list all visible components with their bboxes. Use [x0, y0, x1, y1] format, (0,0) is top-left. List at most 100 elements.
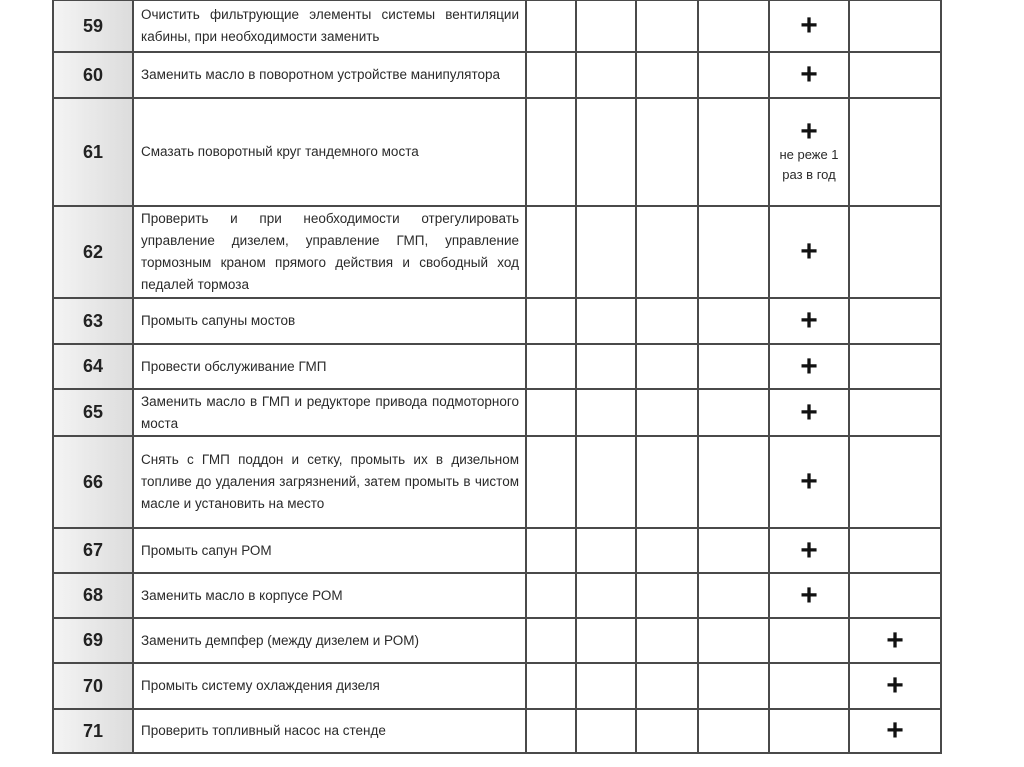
empty-cell	[635, 205, 699, 299]
task-description: Проверить топливный насос на стенде	[132, 708, 527, 754]
task-description: Промыть сапуны мостов	[132, 297, 527, 345]
plus-icon: +	[886, 669, 904, 702]
empty-cell	[525, 617, 577, 664]
plus-icon: +	[800, 465, 818, 498]
empty-cell	[697, 51, 770, 99]
plus-icon: +	[886, 623, 904, 657]
empty-cell	[697, 0, 770, 53]
table-row: 63 Промыть сапуны мостов +	[52, 297, 942, 345]
table-row: 62 Проверить и при необходимости отрегули…	[52, 205, 942, 299]
row-number: 68	[52, 572, 134, 619]
periodicity-cell: +	[848, 617, 942, 664]
task-description: Заменить демпфер (между дизелем и РОМ)	[132, 617, 527, 664]
empty-cell	[848, 388, 942, 437]
empty-cell	[635, 343, 699, 390]
empty-cell	[635, 527, 699, 574]
empty-cell	[635, 97, 699, 207]
periodicity-note: не реже 1 раз в год	[779, 147, 839, 182]
empty-cell	[848, 297, 942, 345]
task-description: Снять с ГМП поддон и сетку, промыть их в…	[132, 435, 527, 529]
empty-cell	[697, 388, 770, 437]
empty-cell	[525, 527, 577, 574]
empty-cell	[697, 97, 770, 207]
periodicity-cell: +	[768, 297, 850, 345]
row-number: 65	[52, 388, 134, 437]
empty-cell	[697, 662, 770, 710]
empty-cell	[697, 572, 770, 619]
empty-cell	[575, 435, 637, 529]
table-row: 70 Промыть систему охлаждения дизеля +	[52, 662, 942, 710]
plus-icon: +	[800, 304, 818, 337]
task-description: Заменить масло в ГМП и редукторе привода…	[132, 388, 527, 437]
empty-cell	[525, 205, 577, 299]
task-description: Промыть систему охлаждения дизеля	[132, 662, 527, 710]
plus-icon: +	[800, 9, 818, 42]
empty-cell	[575, 0, 637, 53]
empty-cell	[768, 662, 850, 710]
empty-cell	[697, 435, 770, 529]
empty-cell	[848, 205, 942, 299]
row-number: 64	[52, 343, 134, 390]
empty-cell	[575, 617, 637, 664]
table-row: 67 Промыть сапун РОМ +	[52, 527, 942, 574]
empty-cell	[525, 435, 577, 529]
empty-cell	[525, 572, 577, 619]
plus-icon: +	[800, 395, 818, 429]
empty-cell	[635, 388, 699, 437]
task-description: Смазать поворотный круг тандемного моста	[132, 97, 527, 207]
row-number: 66	[52, 435, 134, 529]
task-description: Промыть сапун РОМ	[132, 527, 527, 574]
empty-cell	[697, 297, 770, 345]
periodicity-cell: +	[768, 343, 850, 390]
periodicity-cell: +	[768, 388, 850, 437]
row-number: 62	[52, 205, 134, 299]
empty-cell	[525, 0, 577, 53]
empty-cell	[635, 435, 699, 529]
empty-cell	[525, 343, 577, 390]
empty-cell	[697, 617, 770, 664]
periodicity-cell: +	[848, 662, 942, 710]
row-number: 67	[52, 527, 134, 574]
row-number: 60	[52, 51, 134, 99]
plus-icon: +	[886, 714, 904, 747]
empty-cell	[848, 435, 942, 529]
task-description: Проверить и при необходимости отрегулиро…	[132, 205, 527, 299]
row-number: 61	[52, 97, 134, 207]
empty-cell	[635, 662, 699, 710]
empty-cell	[697, 708, 770, 754]
empty-cell	[575, 662, 637, 710]
task-description: Провести обслуживание ГМП	[132, 343, 527, 390]
empty-cell	[525, 388, 577, 437]
empty-cell	[697, 205, 770, 299]
empty-cell	[848, 343, 942, 390]
plus-icon: +	[800, 58, 818, 91]
plus-icon: +	[800, 115, 818, 148]
empty-cell	[525, 297, 577, 345]
table-row: 71 Проверить топливный насос на стенде +	[52, 708, 942, 754]
empty-cell	[635, 572, 699, 619]
row-number: 71	[52, 708, 134, 754]
table-row: 66 Снять с ГМП поддон и сетку, промыть их…	[52, 435, 942, 529]
empty-cell	[768, 617, 850, 664]
table-row: 61 Смазать поворотный круг тандемного мос…	[52, 97, 942, 207]
empty-cell	[575, 205, 637, 299]
maintenance-table: 59 Очистить фильтрующие элементы системы …	[52, 0, 942, 754]
row-number: 63	[52, 297, 134, 345]
empty-cell	[768, 708, 850, 754]
row-number: 70	[52, 662, 134, 710]
empty-cell	[525, 708, 577, 754]
empty-cell	[575, 708, 637, 754]
empty-cell	[848, 0, 942, 53]
empty-cell	[635, 297, 699, 345]
periodicity-cell: +	[768, 435, 850, 529]
empty-cell	[697, 527, 770, 574]
periodicity-cell: +	[768, 51, 850, 99]
empty-cell	[575, 527, 637, 574]
empty-cell	[525, 662, 577, 710]
periodicity-cell: + не реже 1 раз в год	[768, 97, 850, 207]
empty-cell	[575, 343, 637, 390]
task-description: Заменить масло в поворотном устройстве м…	[132, 51, 527, 99]
periodicity-cell: +	[768, 205, 850, 299]
empty-cell	[848, 527, 942, 574]
table-row: 64 Провести обслуживание ГМП +	[52, 343, 942, 390]
